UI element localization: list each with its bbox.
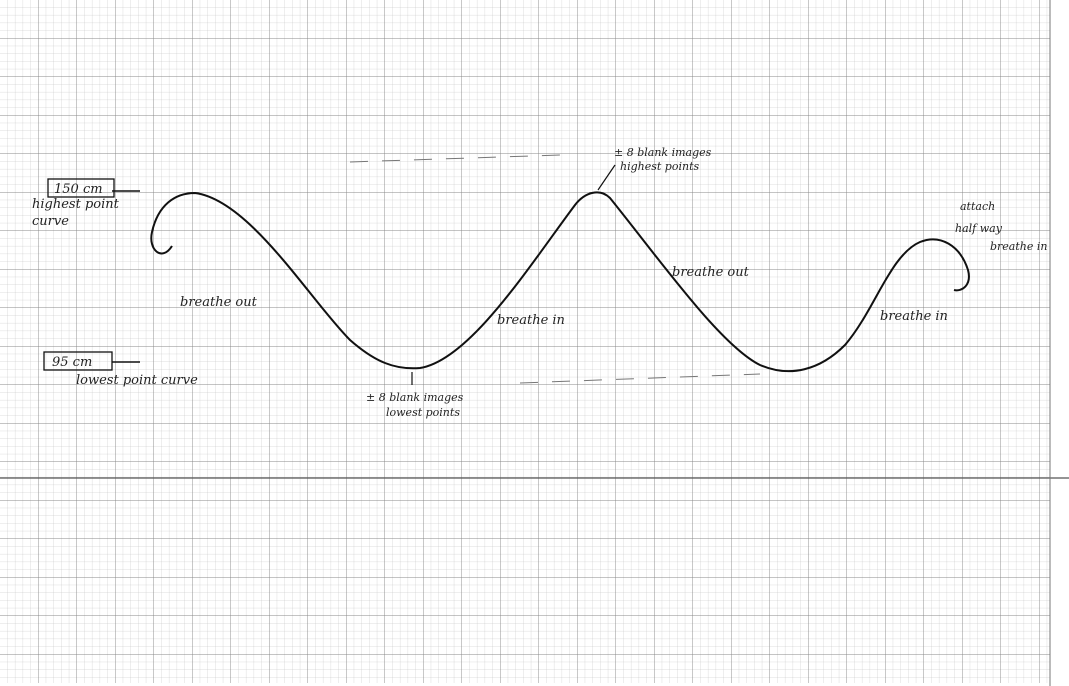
high-caption: highest point xyxy=(32,197,120,212)
phase-label: breathe out xyxy=(672,265,750,280)
trough-note: lowest points xyxy=(386,406,460,419)
peak-note: highest points xyxy=(620,160,699,173)
graph-paper-sketch: 150 cm highest point curve 95 cm lowest … xyxy=(0,0,1069,686)
low-value: 95 cm xyxy=(52,355,92,370)
low-caption: lowest point curve xyxy=(76,373,198,388)
attach-note: half way xyxy=(955,222,1003,235)
attach-note: breathe in xyxy=(990,240,1047,253)
phase-label: breathe out xyxy=(180,295,258,310)
grid xyxy=(0,0,1050,683)
high-caption: curve xyxy=(32,214,69,229)
peak-note: ± 8 blank images xyxy=(614,146,712,159)
phase-label: breathe in xyxy=(497,313,565,328)
trough-note: ± 8 blank images xyxy=(366,391,464,404)
high-value: 150 cm xyxy=(54,182,103,197)
attach-note: attach xyxy=(960,200,995,213)
page: 150 cm highest point curve 95 cm lowest … xyxy=(0,0,1069,686)
phase-label: breathe in xyxy=(880,309,948,324)
